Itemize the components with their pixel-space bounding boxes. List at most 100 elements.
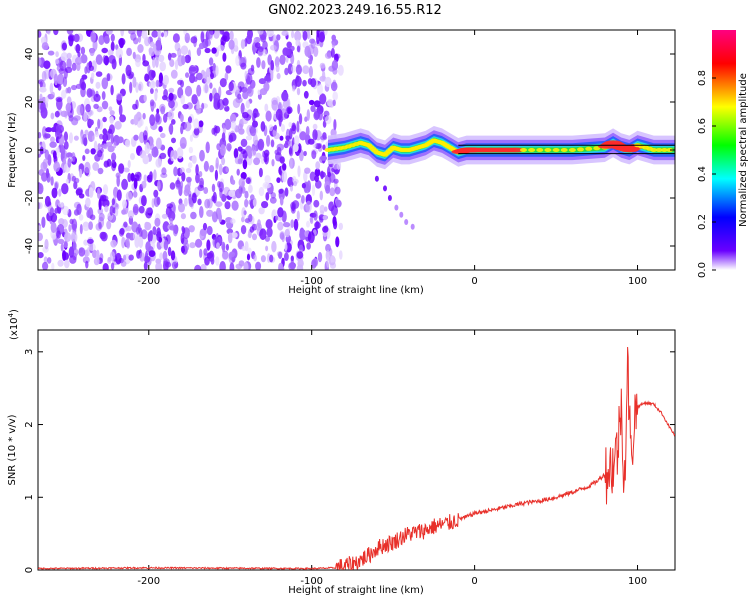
noise-blob bbox=[97, 118, 101, 129]
noise-blob bbox=[330, 255, 336, 264]
noise-blob bbox=[228, 251, 236, 261]
noise-blob bbox=[217, 99, 225, 111]
noise-blob bbox=[64, 66, 73, 74]
noise-blob bbox=[79, 224, 83, 235]
noise-blob bbox=[257, 89, 261, 96]
noise-blob bbox=[132, 103, 138, 110]
noise-blob bbox=[184, 197, 188, 207]
noise-blob bbox=[236, 168, 240, 176]
noise-blob bbox=[57, 259, 64, 267]
noise-blob bbox=[83, 221, 89, 228]
noise-blob bbox=[153, 195, 160, 208]
noise-blob bbox=[311, 259, 317, 269]
noise-blob bbox=[187, 116, 193, 124]
noise-blob bbox=[211, 47, 217, 54]
noise-blob bbox=[181, 55, 186, 66]
noise-blob bbox=[245, 100, 250, 109]
noise-blob bbox=[57, 83, 62, 91]
noise-blob bbox=[303, 171, 308, 182]
noise-blob bbox=[314, 221, 321, 229]
noise-blob bbox=[309, 171, 316, 182]
noise-blob bbox=[199, 228, 207, 237]
noise-blob bbox=[75, 43, 81, 54]
noise-blob bbox=[203, 187, 209, 194]
noise-blob bbox=[175, 183, 181, 190]
noise-blob bbox=[40, 101, 46, 113]
noise-blob bbox=[284, 187, 289, 197]
noise-blob bbox=[244, 190, 249, 199]
noise-blob bbox=[55, 123, 61, 136]
spectrogram-ytick-label: -40 bbox=[24, 238, 35, 254]
noise-blob bbox=[121, 209, 127, 215]
noise-blob bbox=[265, 110, 272, 122]
noise-blob bbox=[256, 57, 261, 68]
snr-xlabel: Height of straight line (km) bbox=[288, 585, 424, 596]
noise-blob bbox=[177, 47, 182, 58]
noise-blob bbox=[262, 150, 266, 158]
noise-blob bbox=[42, 261, 49, 270]
noise-blob bbox=[41, 42, 49, 51]
noise-blob bbox=[102, 128, 108, 135]
noise-blob bbox=[150, 88, 154, 94]
noise-blob bbox=[189, 134, 193, 142]
noise-blob bbox=[284, 228, 290, 238]
scatter-tail-point bbox=[399, 211, 404, 218]
noise-blob bbox=[54, 110, 60, 118]
noise-blob bbox=[79, 168, 83, 178]
noise-blob bbox=[50, 112, 55, 120]
noise-blob bbox=[195, 238, 203, 248]
noise-blob bbox=[179, 137, 187, 149]
noise-blob bbox=[69, 132, 73, 144]
noise-blob bbox=[102, 116, 107, 123]
noise-blob bbox=[125, 225, 132, 232]
noise-blob bbox=[58, 188, 62, 197]
noise-blob bbox=[193, 118, 200, 129]
noise-blob bbox=[213, 30, 220, 39]
spectrogram-xlabel: Height of straight line (km) bbox=[288, 285, 424, 296]
noise-blob bbox=[158, 236, 163, 243]
noise-blob bbox=[71, 175, 77, 182]
noise-blob bbox=[51, 234, 57, 240]
noise-blob bbox=[284, 67, 289, 76]
noise-blob bbox=[47, 30, 51, 35]
noise-blob bbox=[38, 30, 42, 38]
noise-blob bbox=[82, 155, 86, 161]
noise-blob bbox=[38, 183, 44, 195]
noise-blob bbox=[138, 31, 142, 43]
noise-blob bbox=[319, 93, 327, 105]
snr-multiplier: (x104) bbox=[7, 309, 20, 340]
noise-blob bbox=[111, 159, 117, 172]
noise-blob bbox=[99, 231, 107, 240]
noise-blob bbox=[255, 261, 262, 270]
noise-blob bbox=[238, 123, 243, 131]
noise-blob bbox=[258, 186, 265, 197]
noise-blob bbox=[328, 65, 336, 72]
noise-blob bbox=[284, 252, 289, 261]
noise-blob bbox=[197, 198, 202, 206]
noise-blob bbox=[76, 62, 81, 71]
noise-blob bbox=[225, 166, 229, 173]
noise-blob bbox=[161, 213, 168, 219]
snr-ylabel: SNR (10 * v/v) bbox=[7, 414, 18, 485]
noise-blob bbox=[204, 198, 211, 209]
noise-blob bbox=[109, 205, 114, 216]
noise-blob bbox=[240, 102, 245, 115]
noise-blob bbox=[221, 251, 229, 261]
noise-blob bbox=[121, 237, 126, 243]
noise-blob bbox=[82, 133, 87, 146]
noise-blob bbox=[240, 172, 247, 180]
noise-blob bbox=[315, 180, 322, 189]
noise-blob bbox=[244, 198, 249, 208]
noise-blob bbox=[320, 135, 328, 141]
noise-blob bbox=[132, 191, 138, 198]
spectrogram-ytick-label: 20 bbox=[24, 96, 35, 109]
noise-blob bbox=[206, 239, 211, 251]
noise-blob bbox=[291, 65, 297, 73]
noise-blob bbox=[202, 82, 210, 94]
noise-blob bbox=[67, 157, 72, 168]
noise-blob bbox=[224, 72, 229, 81]
noise-blob bbox=[111, 152, 117, 162]
noise-blob bbox=[253, 254, 257, 262]
noise-blob bbox=[91, 135, 95, 142]
noise-blob bbox=[251, 233, 258, 241]
